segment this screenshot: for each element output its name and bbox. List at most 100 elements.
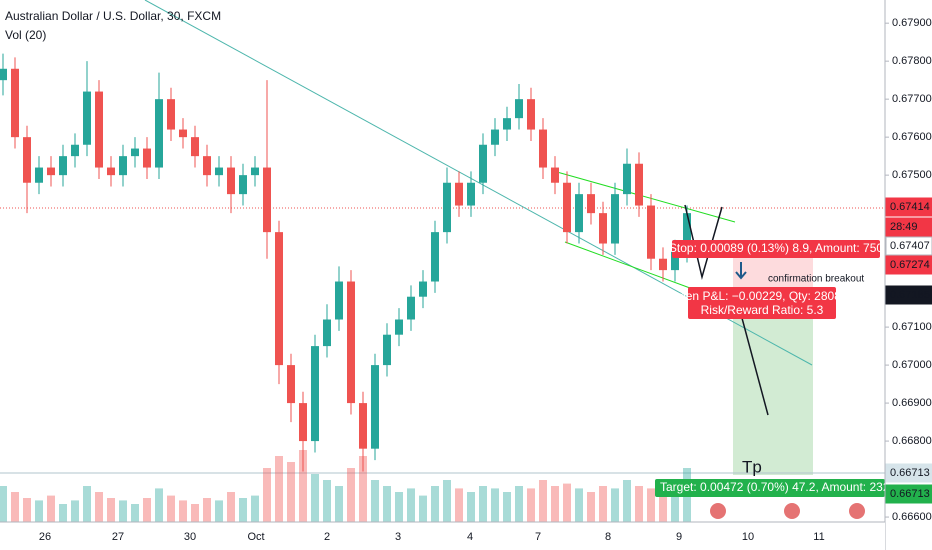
- rr-label: Risk/Reward Ratio: 5.3: [701, 303, 824, 317]
- candle-body: [443, 182, 451, 233]
- price-badge-label: 0.66713: [890, 488, 930, 500]
- candle-body: [203, 156, 211, 176]
- stop-label: Stop: 0.00089 (0.13%) 8.9, Amount: 750: [669, 241, 883, 255]
- candle-body: [467, 182, 475, 206]
- time-axis-bg: [0, 522, 885, 550]
- price-tick-label: 0.67800: [892, 55, 932, 67]
- volume-bar: [323, 480, 331, 522]
- volume-bar: [647, 488, 655, 522]
- price-tick-label: 0.67100: [892, 321, 932, 333]
- volume-bar: [83, 486, 91, 522]
- candle-body: [407, 296, 415, 320]
- candle-body: [323, 319, 331, 347]
- candle-body: [335, 281, 343, 320]
- volume-bar: [635, 486, 643, 522]
- candle-body: [179, 129, 187, 138]
- time-label: 27: [112, 531, 124, 543]
- indicator-label: Vol (20): [5, 28, 46, 42]
- volume-bar: [167, 495, 175, 522]
- volume-bar: [239, 498, 247, 522]
- candle-body: [515, 99, 523, 119]
- annotation: Tp: [742, 457, 762, 476]
- candle-body: [431, 232, 439, 282]
- volume-bar: [575, 488, 583, 522]
- volume-bar: [227, 492, 235, 522]
- candle-body: [683, 213, 691, 252]
- flag-icon: [784, 503, 800, 519]
- candle-body: [47, 167, 55, 176]
- target-label: Target: 0.00472 (0.70%) 47.2, Amount: 23…: [660, 480, 906, 494]
- pnl-label: Open P&L: −0.00229, Qty: 280898: [670, 289, 855, 303]
- time-label: 10: [742, 531, 754, 543]
- price-badge-label: 28:49: [890, 221, 918, 233]
- candle-body: [575, 194, 583, 233]
- price-badge: [885, 197, 932, 217]
- volume-bar: [311, 474, 319, 522]
- volume-bar: [491, 488, 499, 522]
- candle-body: [491, 129, 499, 145]
- candle-body: [587, 194, 595, 214]
- candle-body: [275, 232, 283, 366]
- candle-body: [611, 194, 619, 244]
- volume-bar: [539, 480, 547, 522]
- candle-body: [395, 319, 403, 335]
- candle-body: [527, 99, 535, 130]
- candles: [0, 53, 691, 472]
- pnl-box: [688, 287, 836, 319]
- candle-body: [263, 167, 271, 233]
- candle-body: [347, 281, 355, 404]
- volume-bar: [515, 486, 523, 522]
- event-icons: [710, 503, 865, 519]
- volume-bar: [143, 498, 151, 522]
- candle-body: [599, 213, 607, 244]
- candle-body: [647, 205, 655, 259]
- projection-path: [684, 204, 723, 280]
- candle-body: [251, 167, 259, 176]
- candle-body: [659, 258, 667, 271]
- candle-body: [95, 91, 103, 168]
- candle-body: [35, 167, 43, 183]
- time-label: 26: [39, 531, 51, 543]
- volume-bar: [419, 495, 427, 522]
- candle-body: [455, 182, 463, 206]
- candle-body: [635, 163, 643, 206]
- volume-bar: [551, 486, 559, 522]
- volume-bar: [383, 486, 391, 522]
- time-label: 7: [535, 531, 541, 543]
- price-tick-label: 0.66900: [892, 397, 932, 409]
- price-tick-label: 0.66600: [892, 511, 932, 523]
- price-tick-label: 0.67900: [892, 17, 932, 29]
- candle-body: [227, 167, 235, 195]
- candle-body: [311, 346, 319, 442]
- candle-body: [383, 334, 391, 366]
- volume-bar: [35, 500, 43, 522]
- price-badge: [885, 255, 932, 275]
- position-labels: Stop: 0.00089 (0.13%) 8.9, Amount: 750 O…: [655, 240, 906, 497]
- volume-bar: [359, 456, 367, 522]
- drawings: [0, 0, 885, 475]
- arrow-down: [735, 262, 747, 280]
- volume-bar: [563, 483, 571, 522]
- price-badge: [885, 236, 932, 256]
- candle-body: [11, 68, 19, 138]
- stop-box: [672, 240, 880, 258]
- flag-icon: [849, 503, 865, 519]
- time-label: Oct: [247, 531, 264, 543]
- candle-body: [167, 99, 175, 130]
- time-label: 9: [676, 531, 682, 543]
- volume-bar: [23, 498, 31, 522]
- price-badge: [885, 463, 932, 483]
- projection: confirmation breakout Tp: [684, 204, 864, 476]
- candle-body: [215, 167, 223, 176]
- volume-bar: [191, 504, 199, 522]
- price-badge-label: 0.67274: [890, 259, 930, 271]
- volume-bar: [455, 488, 463, 522]
- candle-body: [155, 99, 163, 168]
- volume-bar: [155, 488, 163, 522]
- candle-body: [563, 182, 571, 233]
- price-badge-label: 0.66713: [890, 467, 930, 479]
- price-badge-label: 0.67185: [890, 289, 930, 301]
- candle-body: [503, 118, 511, 130]
- candle-body: [551, 167, 559, 183]
